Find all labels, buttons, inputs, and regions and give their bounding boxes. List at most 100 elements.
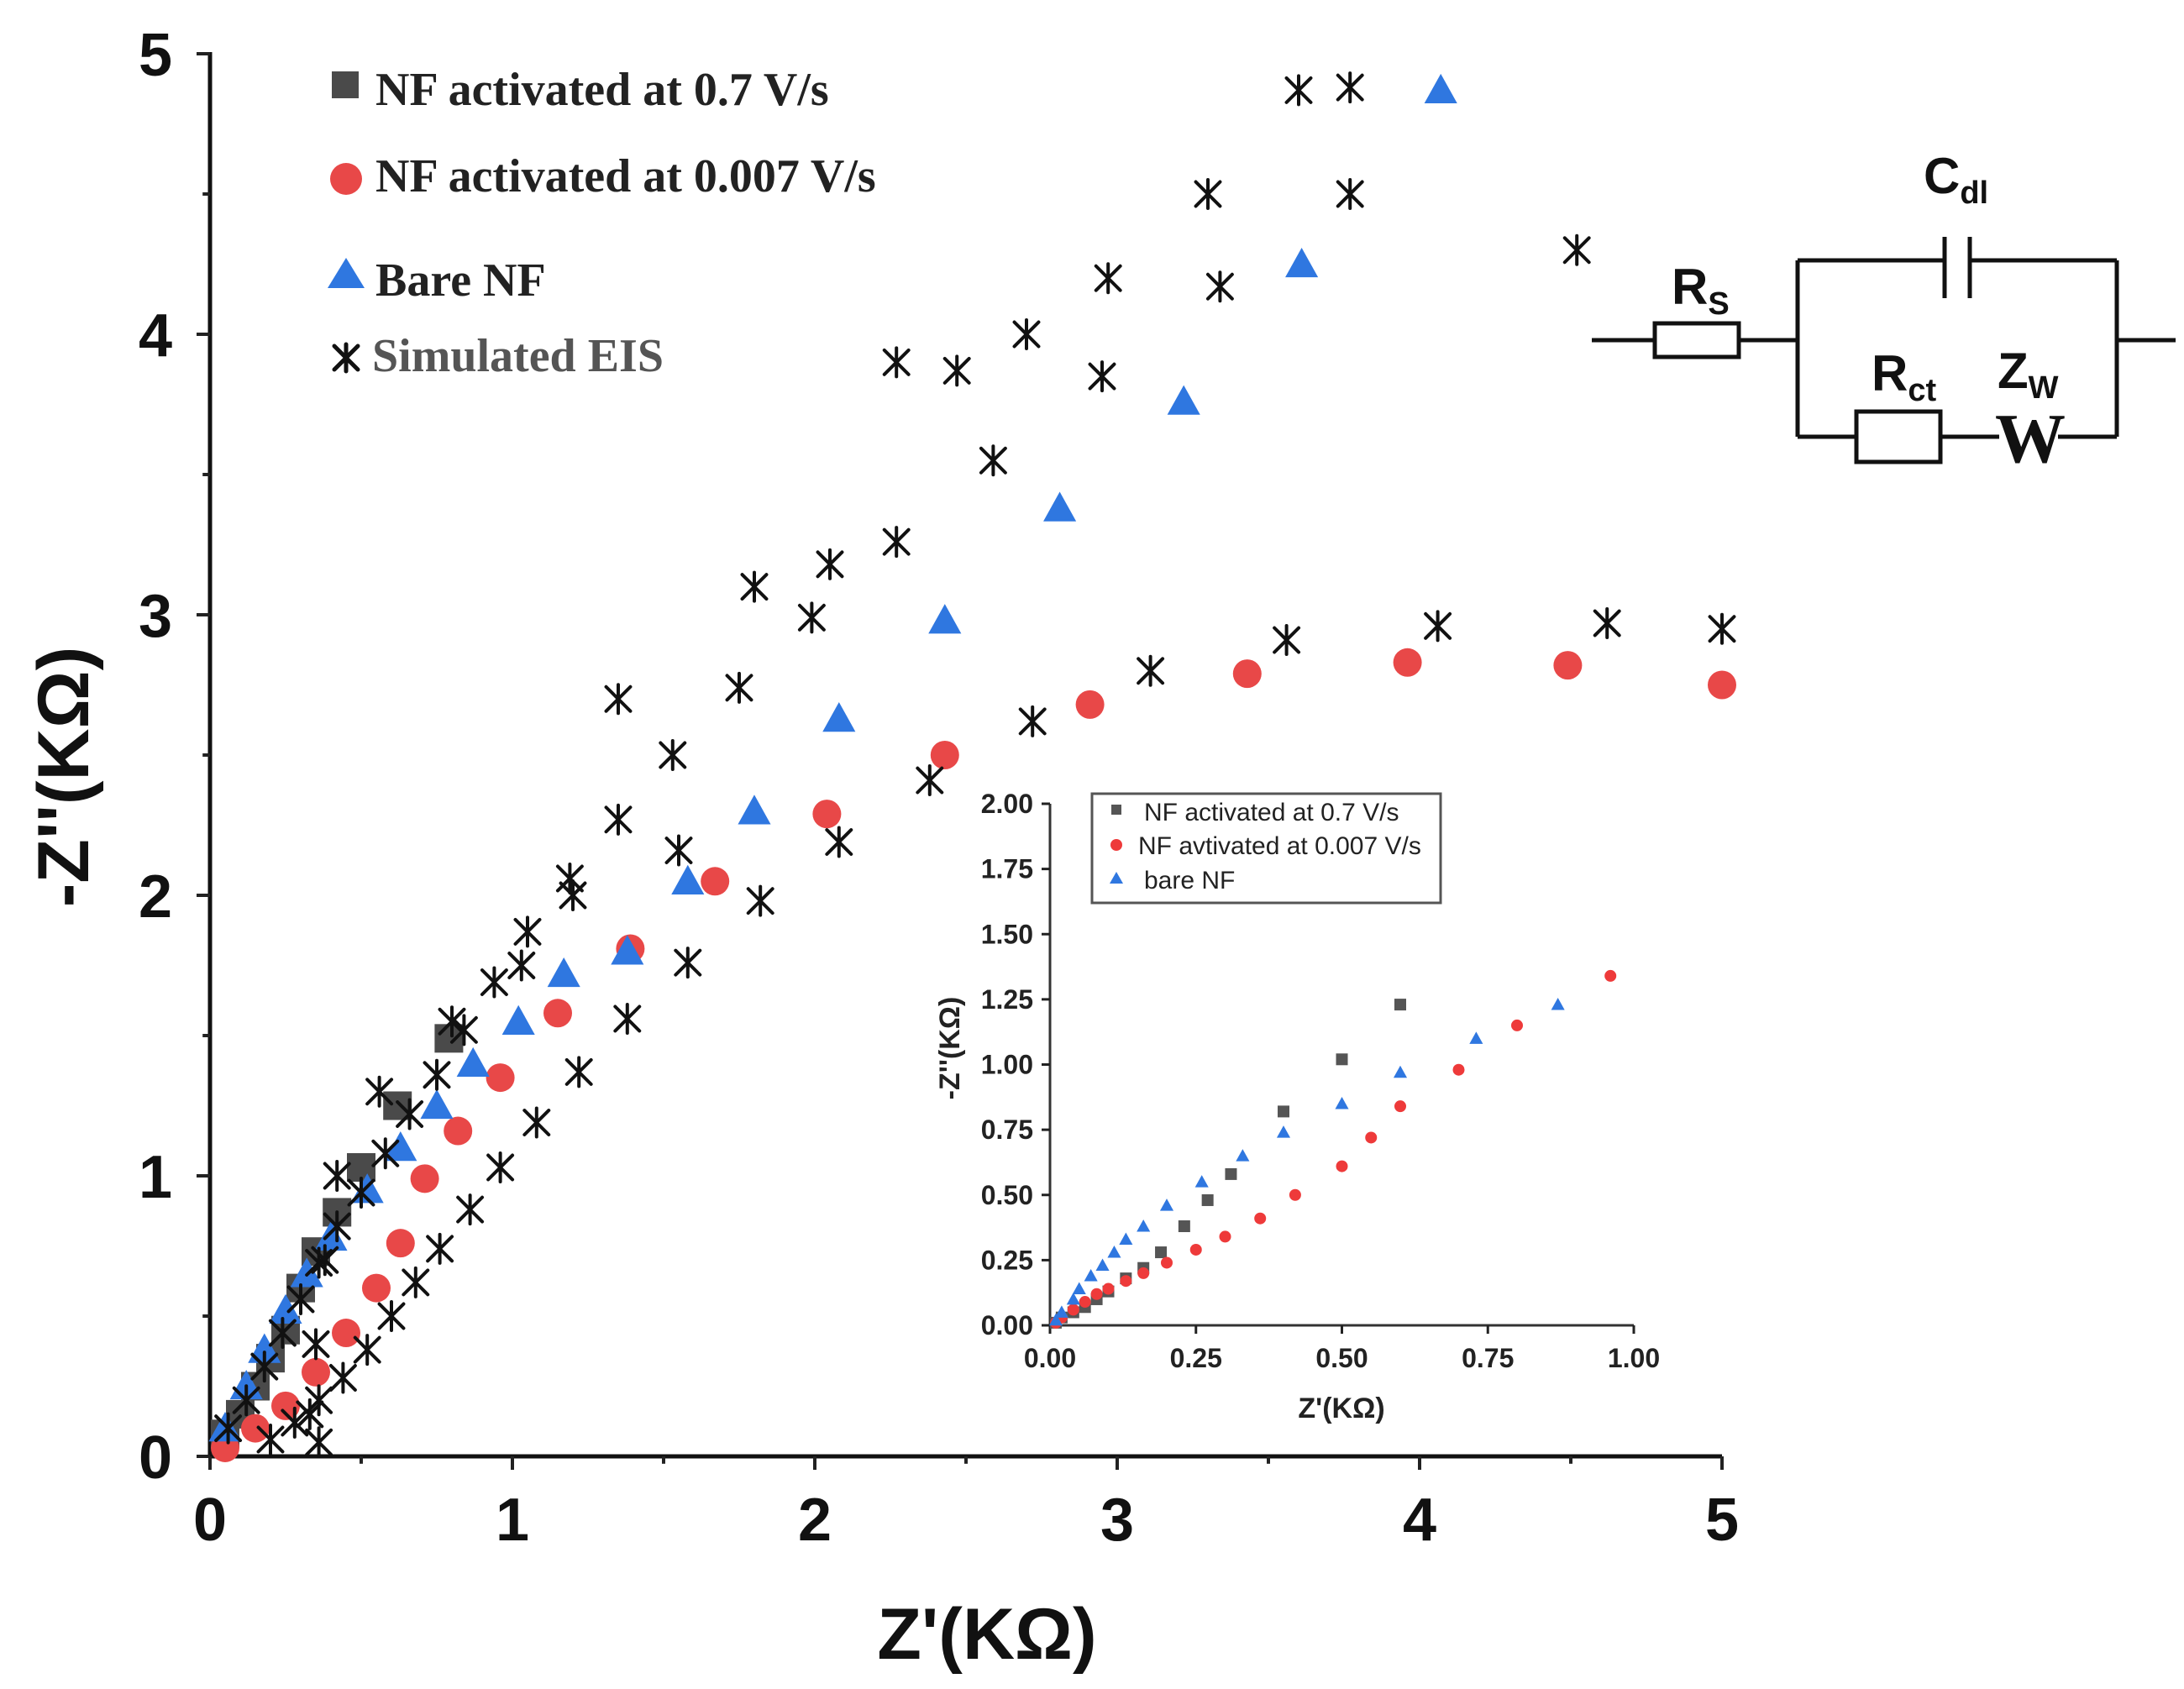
data-point-triangle <box>671 864 705 894</box>
data-point-circle <box>1708 670 1736 700</box>
data-point-asterisk <box>328 1361 357 1394</box>
data-point-asterisk <box>659 739 687 771</box>
data-point-asterisk <box>426 1232 454 1265</box>
data-point-triangle <box>420 1088 454 1120</box>
data-point-asterisk <box>674 947 702 979</box>
data-point-circle <box>271 1391 300 1420</box>
data-point-asterisk <box>402 1266 430 1298</box>
data-point-asterisk <box>486 1151 515 1183</box>
data-point-triangle <box>314 1220 348 1251</box>
main-x-axis-title: Z'(KΩ) <box>877 1594 1096 1675</box>
warburg-symbol: W <box>1995 400 2066 478</box>
data-point-asterisk <box>1088 360 1116 393</box>
resistor-rct <box>1854 409 1943 464</box>
y-tick-label: 0.25 <box>981 1245 1033 1275</box>
data-point-circle <box>812 800 842 829</box>
x-tick-label: 4 <box>1403 1487 1436 1554</box>
data-point-asterisk <box>1012 318 1041 350</box>
main-ticks: 0 1 2 3 4 5 0 1 2 3 4 5 <box>139 22 1739 1554</box>
data-point-circle <box>1393 648 1422 677</box>
data-point-asterisk <box>296 1398 324 1430</box>
data-point-asterisk <box>942 354 971 387</box>
data-point-asterisk <box>979 444 1007 477</box>
data-point-triangle <box>1236 1149 1250 1162</box>
data-point-asterisk <box>323 1160 351 1192</box>
inset-legend-label-slow: NF avtivated at 0.007 V/s <box>1138 832 1421 860</box>
data-point-circle <box>1511 1019 1523 1031</box>
data-point-triangle <box>269 1293 302 1324</box>
data-point-asterisk <box>604 803 633 836</box>
data-point-square <box>1178 1220 1190 1233</box>
data-point-asterisk <box>1424 610 1452 643</box>
data-point-asterisk <box>323 1210 351 1243</box>
data-point-triangle <box>1119 1232 1133 1245</box>
x-tick-label: 1.00 <box>1608 1343 1660 1373</box>
data-point-circle <box>1090 1288 1103 1300</box>
data-point-triangle <box>547 957 580 988</box>
legend-asterisk-marker <box>332 342 360 374</box>
data-point-triangle <box>1048 1313 1063 1326</box>
y-tick-label: 5 <box>139 22 172 89</box>
data-point-asterisk <box>456 1193 485 1226</box>
legend-triangle-marker <box>328 258 365 288</box>
data-point-asterisk <box>302 1328 330 1361</box>
main-points <box>208 71 1736 1462</box>
data-point-triangle <box>1194 1175 1209 1188</box>
data-point-circle <box>332 1319 360 1348</box>
data-point-circle <box>1075 690 1105 719</box>
x-tick-label: 0.75 <box>1462 1343 1514 1373</box>
data-point-square <box>1278 1105 1289 1118</box>
data-point-circle <box>1219 1230 1231 1243</box>
data-point-asterisk <box>1094 262 1122 295</box>
data-point-triangle <box>1335 1097 1349 1109</box>
data-point-triangle <box>1393 1065 1408 1078</box>
data-point-asterisk <box>664 834 693 867</box>
data-point-asterisk <box>740 570 769 603</box>
data-point-asterisk <box>1336 71 1364 104</box>
legend-item-activated-slow: NF activated at 0.007 V/s <box>330 150 876 202</box>
data-point-asterisk <box>377 1300 406 1332</box>
data-point-triangle <box>1095 1258 1110 1272</box>
y-tick-label: 0.00 <box>981 1310 1033 1340</box>
data-point-asterisk <box>250 1351 279 1383</box>
data-point-asterisk <box>305 1426 333 1459</box>
equivalent-circuit <box>1592 237 2176 464</box>
data-point-asterisk <box>311 1244 339 1277</box>
data-point-triangle <box>1285 247 1319 278</box>
data-point-asterisk <box>1137 654 1165 687</box>
data-point-triangle <box>822 702 856 732</box>
data-point-asterisk <box>1593 607 1621 640</box>
data-point-circle <box>930 741 959 769</box>
x-tick-label: 2 <box>798 1487 832 1554</box>
data-point-asterisk <box>882 526 911 559</box>
data-point-circle <box>302 1357 330 1387</box>
inset-legend-label-fast: NF activated at 0.7 V/s <box>1144 799 1399 826</box>
data-point-triangle <box>501 1004 535 1035</box>
data-point-triangle <box>611 935 644 965</box>
data-point-asterisk <box>507 949 536 982</box>
data-point-asterisk <box>1562 233 1591 266</box>
data-point-circle <box>701 867 730 896</box>
data-point-asterisk <box>449 1014 478 1046</box>
main-legend: NF activated at 0.7 V/s NF activated at … <box>328 64 876 382</box>
y-tick-label: 1.50 <box>981 919 1033 949</box>
data-point-triangle <box>1066 1292 1080 1305</box>
inset-legend-circle <box>1110 839 1122 851</box>
data-point-triangle <box>1551 998 1565 1010</box>
inset-y-axis-title: -Z''(KΩ) <box>934 997 966 1100</box>
data-point-asterisk <box>613 1002 642 1035</box>
data-point-asterisk <box>365 1075 394 1108</box>
x-tick-label: 0.00 <box>1024 1343 1076 1373</box>
legend-item-simulated: Simulated EIS <box>332 330 664 382</box>
label-rs: RS <box>1672 259 1730 322</box>
y-tick-label: 1.75 <box>981 854 1033 884</box>
data-point-asterisk <box>1284 74 1313 107</box>
data-point-asterisk <box>1273 624 1301 657</box>
y-tick-label: 2 <box>139 863 172 931</box>
inset-legend-triangle <box>1110 872 1123 884</box>
data-point-circle <box>1137 1267 1150 1279</box>
inset-points <box>1048 969 1617 1329</box>
legend-label-bare-nf: Bare NF <box>375 254 546 307</box>
y-tick-label: 3 <box>139 583 172 650</box>
resistor-rs <box>1652 321 1741 359</box>
